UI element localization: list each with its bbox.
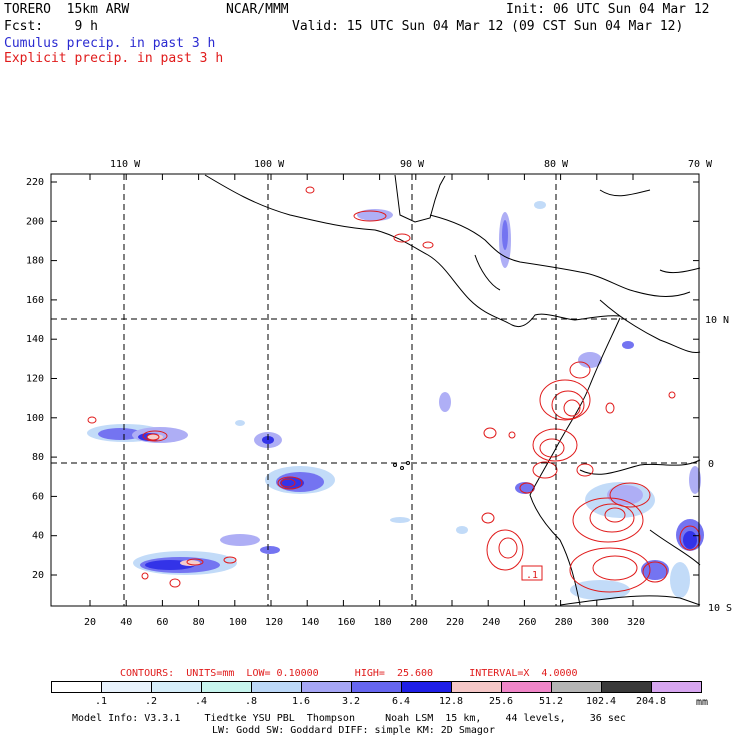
y-tick-label: 220 (26, 177, 44, 188)
y-tick-label: 120 (26, 374, 44, 385)
y-tick-label: 60 (32, 491, 44, 502)
axis-ticks (51, 174, 699, 606)
colorbar-label: 12.8 (438, 696, 464, 707)
x-tick-label: 60 (156, 617, 168, 628)
x-tick-label: 240 (482, 617, 500, 628)
x-tick-label: 140 (301, 617, 319, 628)
explicit-precip-contours (87, 186, 701, 593)
lon-label-90w: 90 W (400, 159, 425, 170)
y-tick-label: 100 (26, 413, 44, 424)
colorbar-label: 25.6 (488, 696, 514, 707)
colorbar-swatch (201, 681, 252, 693)
x-tick-label: 20 (84, 617, 96, 628)
colorbar-label: 1.6 (291, 696, 311, 707)
colorbar-swatch (251, 681, 302, 693)
x-tick-label: 160 (337, 617, 355, 628)
colorbar-swatch (501, 681, 552, 693)
x-tick-label: 300 (591, 617, 609, 628)
y-tick-label: 80 (32, 452, 44, 463)
coastlines (204, 174, 701, 606)
colorbar-swatch (151, 681, 202, 693)
y-tick-label: 140 (26, 334, 44, 345)
field-label-explicit: Explicit precip. in past 3 h (4, 51, 224, 66)
x-tick-label: 260 (518, 617, 536, 628)
forecast-hour: Fcst: 9 h (4, 19, 98, 34)
x-tick-label: 80 (193, 617, 205, 628)
colorbar-label: 3.2 (341, 696, 361, 707)
y-tick-label: 180 (26, 256, 44, 267)
colorbar-swatch (451, 681, 502, 693)
lat-label-10s: 10 S (708, 603, 732, 614)
x-tick-label: 180 (374, 617, 392, 628)
model-info-line1: Model Info: V3.3.1 Tiedtke YSU PBL Thomp… (72, 713, 626, 724)
x-tick-label: 320 (627, 617, 645, 628)
init-time: Init: 06 UTC Sun 04 Mar 12 (506, 2, 710, 17)
colorbar-swatch (551, 681, 602, 693)
x-tick-label: 40 (120, 617, 132, 628)
lat-label-0: 0 (708, 459, 714, 470)
y-tick-label: 160 (26, 295, 44, 306)
colorbar-swatch (301, 681, 352, 693)
colorbar-label: 6.4 (391, 696, 411, 707)
y-tick-label: 40 (32, 531, 44, 542)
x-tick-label: 100 (229, 617, 247, 628)
colorbar-units: mm (696, 697, 709, 708)
colorbar-label: .8 (244, 696, 258, 707)
lon-label-100w: 100 W (254, 159, 285, 170)
model-title: TORERO 15km ARW (4, 2, 130, 17)
colorbar-label: 102.4 (585, 696, 617, 707)
lat-label-10n: 10 N (705, 315, 729, 326)
colorbar-swatch (351, 681, 402, 693)
y-tick-label: 20 (32, 570, 44, 581)
model-info-line2: LW: Godd SW: Goddard DIFF: simple KM: 2D… (212, 725, 495, 736)
plot-frame (50, 173, 700, 607)
lon-label-80w: 80 W (544, 159, 569, 170)
lat-lon-grid (51, 174, 699, 606)
colorbar-swatch (401, 681, 452, 693)
y-tick-label: 200 (26, 216, 44, 227)
colorbar-label: .4 (194, 696, 208, 707)
x-tick-label: 200 (410, 617, 428, 628)
organization-label: NCAR/MMM (226, 2, 289, 17)
colorbar-swatch (651, 681, 702, 693)
colorbar-label: .1 (94, 696, 108, 707)
colorbar-label: 204.8 (635, 696, 667, 707)
field-label-cumulus: Cumulus precip. in past 3 h (4, 36, 216, 51)
lon-label-110w: 110 W (110, 159, 141, 170)
colorbar-swatch (51, 681, 102, 693)
max-value-box (521, 565, 543, 581)
x-tick-label: 280 (555, 617, 573, 628)
max-value-label: .1 (526, 570, 538, 581)
precipitation-map: .1 110 W 100 W 90 W 80 W 70 W 10 N 0 10 … (26, 159, 732, 628)
colorbar-label: 51.2 (538, 696, 564, 707)
colorbar-swatch (601, 681, 652, 693)
lon-label-70w: 70 W (688, 159, 713, 170)
x-tick-label: 120 (265, 617, 283, 628)
colorbar-swatch (101, 681, 152, 693)
valid-time: Valid: 15 UTC Sun 04 Mar 12 (09 CST Sun … (292, 19, 684, 34)
contour-info: CONTOURS: UNITS=mm LOW= 0.10000 HIGH= 25… (120, 668, 578, 679)
x-tick-label: 220 (446, 617, 464, 628)
colorbar-label: .2 (144, 696, 158, 707)
cumulus-precip-shading (87, 201, 704, 600)
